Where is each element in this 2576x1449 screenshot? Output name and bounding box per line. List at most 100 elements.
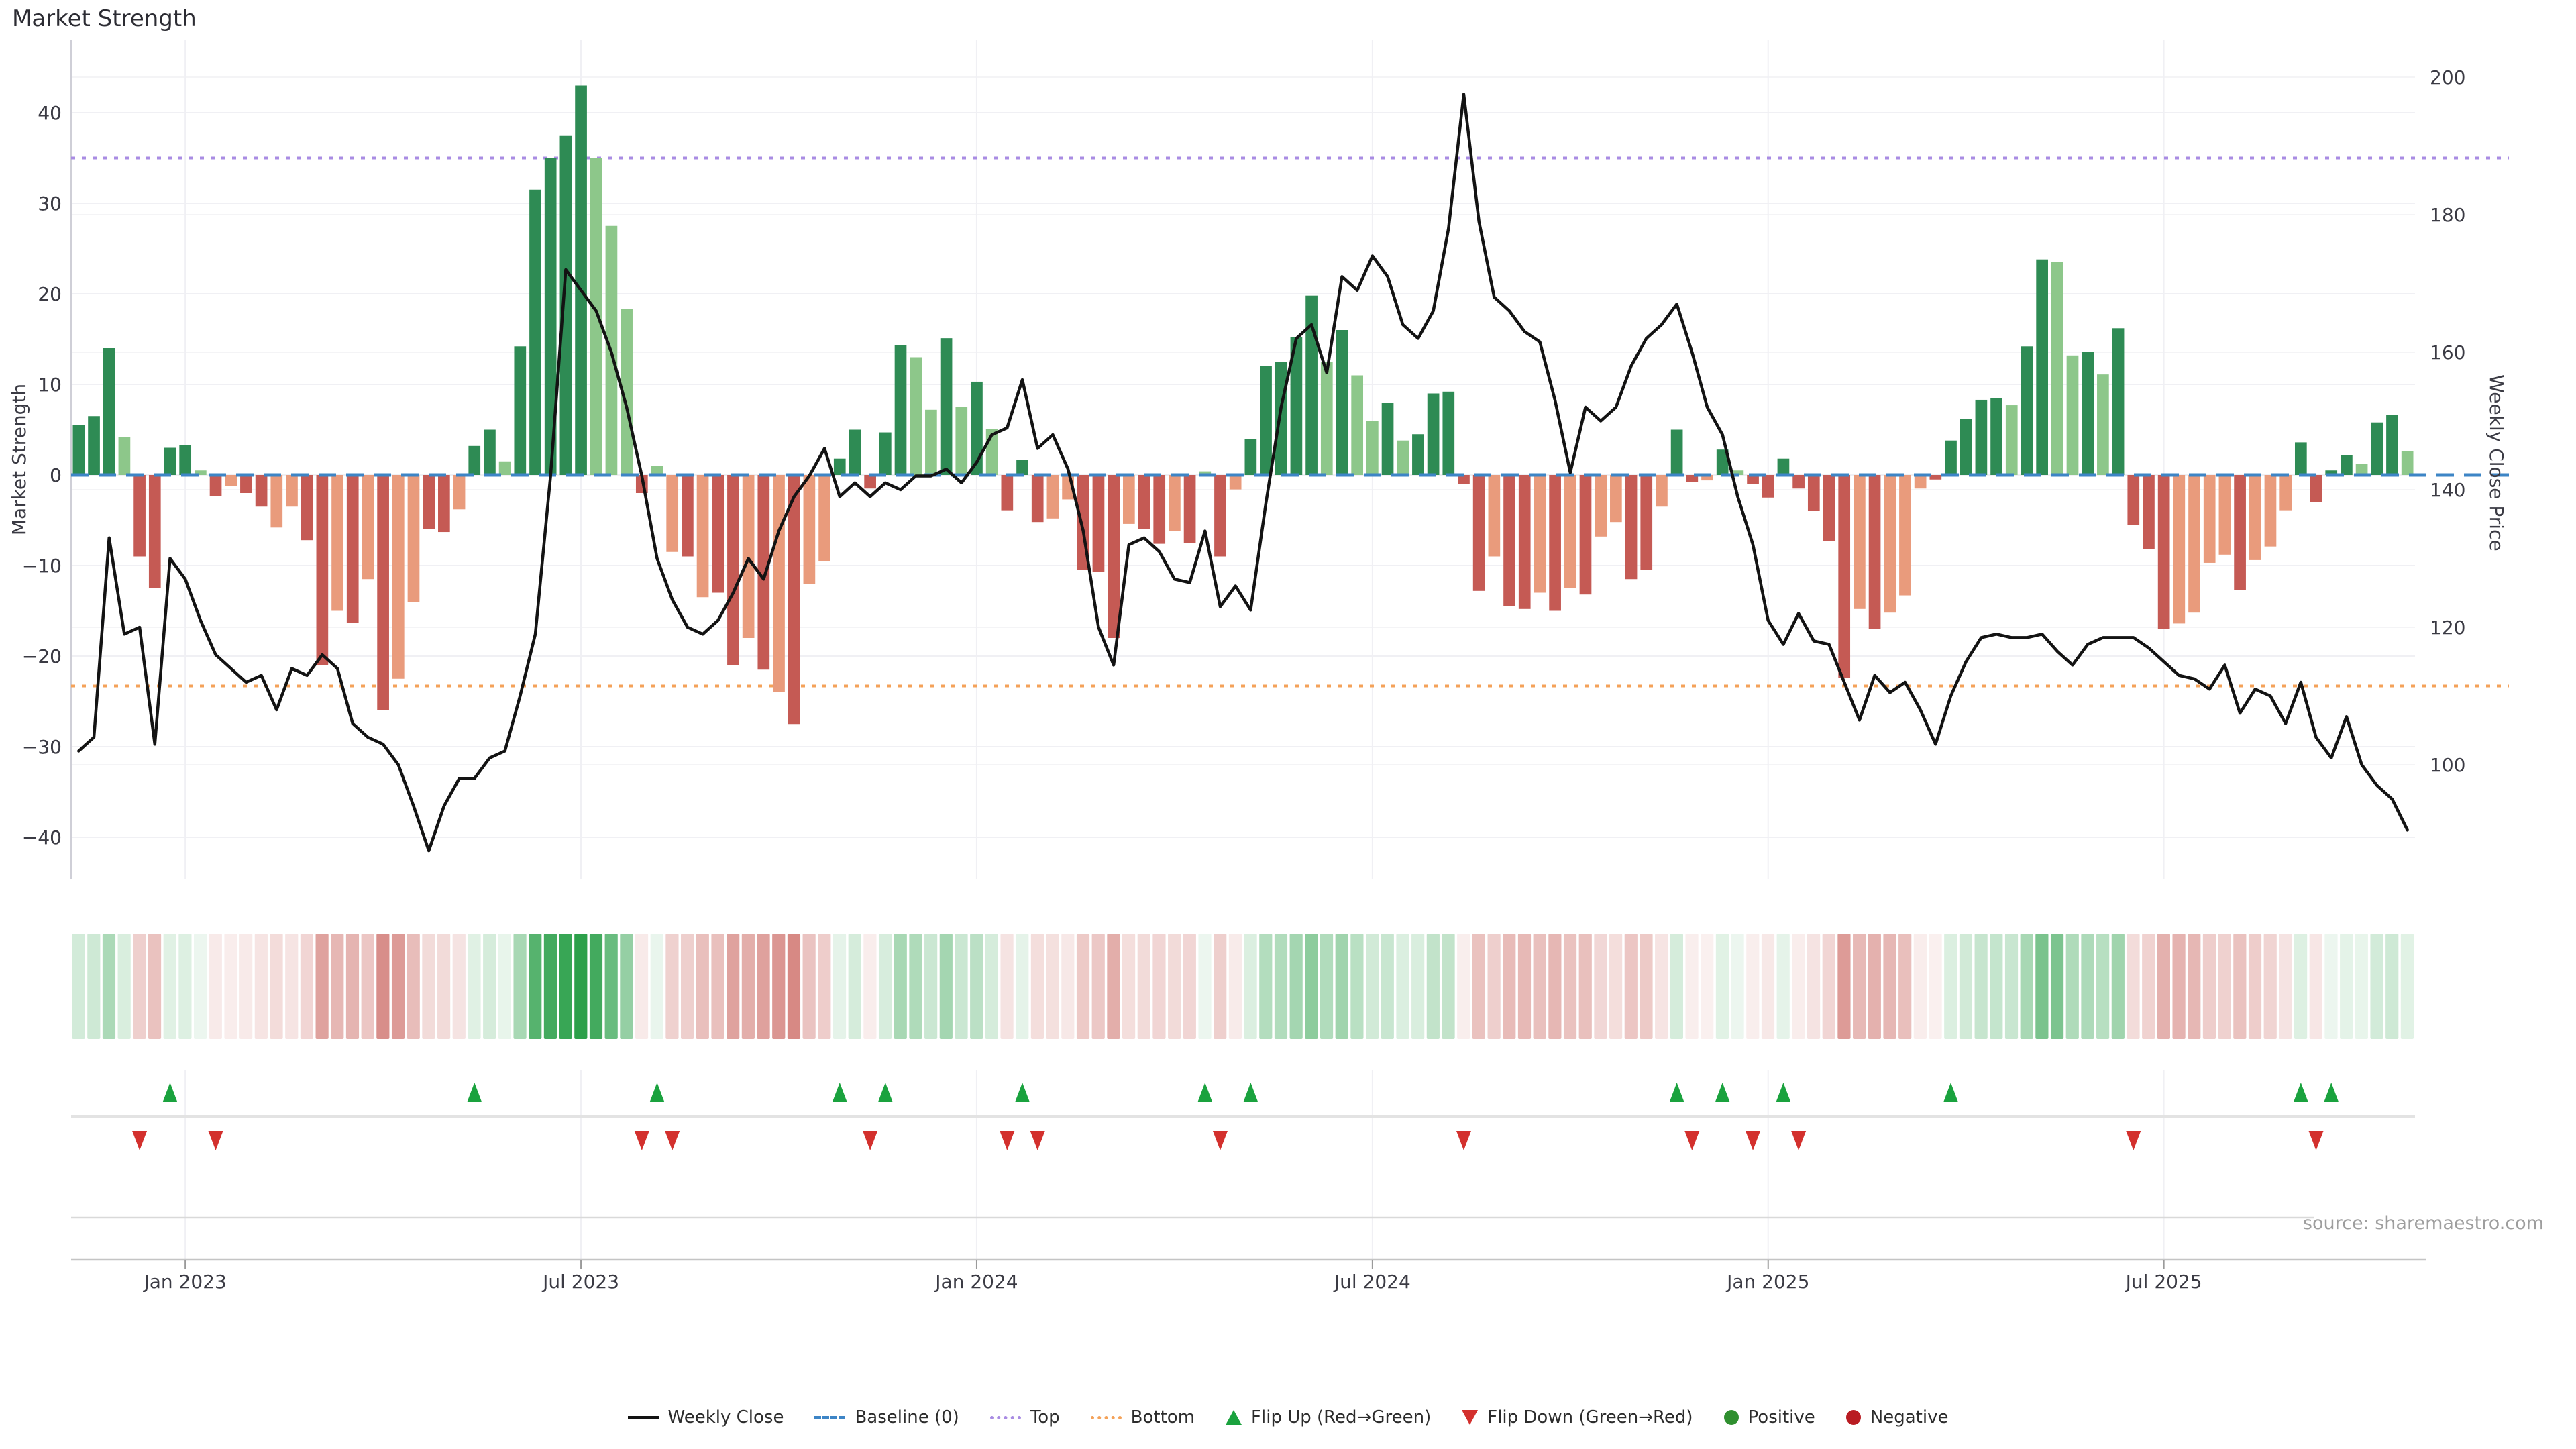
strength-bar [1183, 475, 1196, 543]
strength-bar [1868, 475, 1881, 629]
flip-up-markers [162, 1083, 2339, 1102]
strength-bar [1122, 475, 1135, 524]
x-tick-label: Jul 2023 [541, 1271, 619, 1293]
flip-down-icon [634, 1131, 649, 1150]
strength-bar [179, 445, 192, 475]
flip-up-icon [1243, 1083, 1258, 1102]
left-tick-label: −40 [22, 826, 62, 849]
heatmap-cell [2248, 934, 2262, 1039]
x-tick-label: Jul 2025 [2125, 1271, 2202, 1293]
strength-bar [1564, 475, 1576, 588]
legend-item: Top [989, 1407, 1060, 1428]
strength-bar [1807, 475, 1820, 511]
heatmap-cell [848, 934, 861, 1039]
strength-bar [118, 437, 131, 475]
svg-text:−40: −40 [22, 826, 62, 849]
strength-bar [1016, 460, 1028, 475]
flip-up-icon [1943, 1083, 1959, 1102]
heatmap-cell [1974, 934, 1988, 1039]
legend-item: Negative [1845, 1407, 1948, 1428]
strength-bar [1305, 295, 1318, 475]
heatmap-cell [2035, 934, 2049, 1039]
heatmap-cell [1046, 934, 1059, 1039]
strength-bar [1945, 440, 1957, 475]
x-tick-label: Jul 2024 [1333, 1271, 1411, 1293]
left-axis-title: Market Strength [8, 384, 30, 535]
heatmap-cell [1761, 934, 1775, 1039]
heatmap-cell [148, 934, 162, 1039]
strength-bar [2234, 475, 2246, 590]
strength-bar [2188, 475, 2200, 613]
heatmap-cell [1990, 934, 2003, 1039]
strength-bar [1670, 429, 1683, 475]
strength-bar [2371, 422, 2383, 475]
heatmap-cell [802, 934, 816, 1039]
heatmap-cell [239, 934, 253, 1039]
strength-bar [1990, 398, 2002, 475]
heatmap-cell [1289, 934, 1303, 1039]
strength-bar [72, 425, 85, 475]
strength-bar [1244, 439, 1257, 475]
left-tick-label: 0 [50, 464, 62, 486]
strength-bar [925, 409, 937, 475]
legend-label: Bottom [1130, 1407, 1195, 1428]
left-tick-label: −30 [22, 736, 62, 758]
heatmap-cell [909, 934, 922, 1039]
legend-label: Flip Up (Red→Green) [1251, 1407, 1432, 1428]
strength-bar [1838, 475, 1851, 678]
heatmap-cell [696, 934, 709, 1039]
strength-bar [2264, 475, 2277, 547]
source-credit: source: sharemaestro.com [2303, 1213, 2544, 1234]
flip-up-icon [1715, 1083, 1730, 1102]
flip-down-icon [665, 1131, 680, 1150]
strength-bar [1518, 475, 1531, 609]
strength-bar [1488, 475, 1501, 557]
svg-text:160: 160 [2430, 341, 2465, 364]
heatmap-cell [2050, 934, 2064, 1039]
heatmap-cell [331, 934, 344, 1039]
strength-bar [1001, 475, 1014, 511]
heatmap-cell [1563, 934, 1577, 1039]
heatmap-cell [757, 934, 770, 1039]
heatmap-cell [87, 934, 101, 1039]
strength-bar [164, 447, 176, 475]
flip-down-icon [1456, 1131, 1471, 1150]
heatmap-cell [254, 934, 268, 1039]
heatmap-cell [2400, 934, 2414, 1039]
strength-bar [788, 475, 800, 724]
strength-bar [392, 475, 405, 679]
heatmap-cell [407, 934, 420, 1039]
flip-down-icon [1746, 1131, 1761, 1150]
heatmap-cell [681, 934, 694, 1039]
strength-bar [1472, 475, 1485, 591]
strength-bar [1458, 475, 1470, 484]
svg-text:140: 140 [2430, 479, 2465, 501]
svg-text:30: 30 [38, 193, 62, 215]
strength-bar [894, 345, 907, 475]
strength-bar [2203, 475, 2216, 563]
svg-text:−20: −20 [22, 645, 62, 667]
heatmap-cell [1853, 934, 1866, 1039]
heatmap-cell [1107, 934, 1120, 1039]
strength-bar [1275, 362, 1287, 475]
strength-bar [1320, 362, 1333, 475]
strength-bar [2218, 475, 2231, 555]
heatmap-cell [559, 934, 572, 1039]
heatmap-cell [741, 934, 755, 1039]
strength-bar [2051, 262, 2063, 475]
strength-bar [331, 475, 343, 611]
strength-bar [529, 189, 541, 475]
heatmap-cell [1152, 934, 1166, 1039]
strength-bar [1549, 475, 1561, 611]
flip-down-icon [208, 1131, 223, 1150]
strength-bar [270, 475, 283, 528]
heatmap-cell [285, 934, 299, 1039]
heatmap-cell [939, 934, 953, 1039]
svg-text:100: 100 [2430, 754, 2465, 776]
strength-bar [1366, 421, 1379, 475]
strength-bar [498, 461, 511, 475]
heatmap-cell [1807, 934, 1821, 1039]
heatmap-cell [1913, 934, 1927, 1039]
flip-up-icon [467, 1083, 482, 1102]
heatmap-cell [345, 934, 360, 1039]
